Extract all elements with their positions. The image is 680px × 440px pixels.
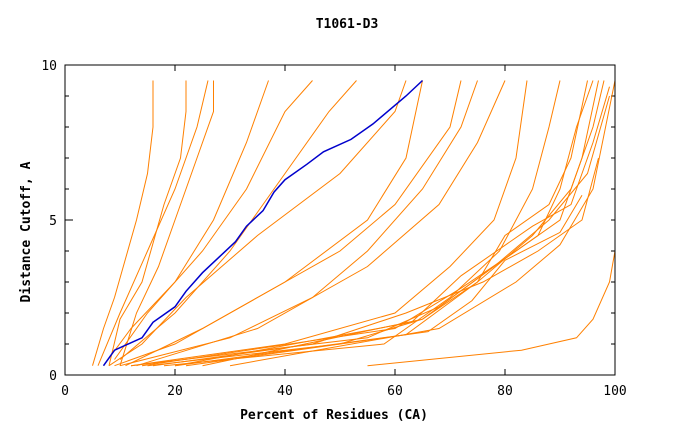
y-tick-label: 0	[49, 369, 57, 384]
model-line	[130, 80, 528, 367]
model-line	[92, 80, 154, 366]
model-line	[103, 80, 269, 366]
model-line	[119, 80, 357, 360]
model-line	[152, 157, 599, 367]
model-line	[108, 80, 187, 366]
x-tick-label: 40	[277, 384, 293, 399]
x-tick-label: 20	[167, 384, 183, 399]
x-tick-label: 60	[387, 384, 403, 399]
model-line	[163, 80, 561, 367]
model-line	[125, 80, 423, 367]
x-axis-label: Percent of Residues (CA)	[240, 408, 428, 423]
model-line	[174, 80, 605, 367]
model-line	[130, 80, 594, 367]
model-line	[136, 80, 506, 367]
x-tick-label: 0	[61, 384, 69, 399]
x-tick-label: 80	[497, 384, 513, 399]
y-axis-label: Distance Cutoff, A	[19, 161, 34, 302]
y-tick-label: 10	[41, 59, 57, 74]
model-line	[141, 80, 599, 367]
x-tick-label: 100	[603, 384, 626, 399]
model-line	[119, 80, 478, 367]
model-line	[119, 80, 214, 366]
model-line	[185, 194, 583, 367]
model-line	[114, 80, 313, 360]
model-line	[367, 250, 616, 367]
chart-title: T1061-D3	[316, 17, 379, 32]
plot-frame	[64, 64, 616, 376]
model-line	[147, 80, 588, 367]
model-line	[174, 86, 610, 367]
model-line	[114, 80, 462, 367]
model-line	[108, 80, 407, 367]
y-tick-label: 5	[49, 214, 57, 229]
model-line	[97, 80, 209, 366]
highlighted-model-line	[102, 79, 424, 367]
